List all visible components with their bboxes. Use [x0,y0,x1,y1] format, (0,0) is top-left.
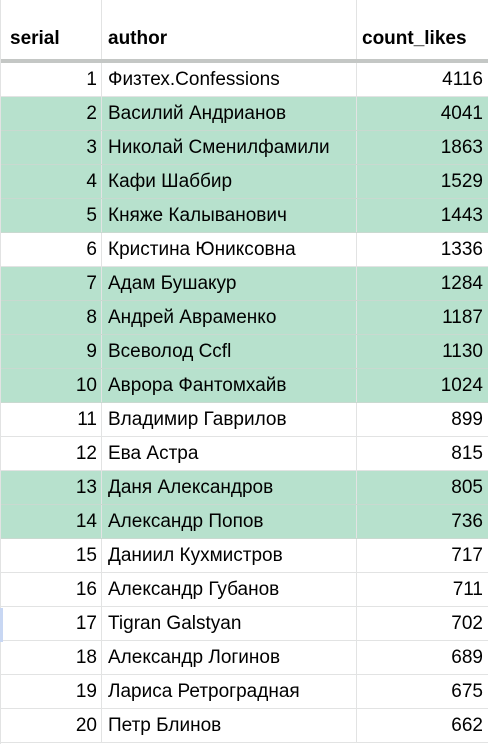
table-row: 6 Кристина Юниксовна 1336 [1,233,488,267]
cell-author[interactable]: Даниил Кухмистров [102,539,357,572]
cell-serial[interactable]: 1 [1,63,102,96]
cell-count-likes[interactable]: 899 [451,408,483,430]
table-row: 4 Кафи Шаббир 1529 [1,165,488,199]
cell-author[interactable]: Физтех.Confessions [102,63,357,96]
cell-author[interactable]: Александр Попов [102,505,357,538]
cell-author[interactable]: Княже Калыванович [102,199,357,232]
cell-count-likes[interactable]: 702 [451,612,483,634]
table-row: 10 Аврора Фантомхайв 1024 [1,369,488,403]
cell-serial[interactable]: 19 [1,675,102,708]
cell-author[interactable]: Александр Губанов [102,573,357,606]
cell-serial[interactable]: 6 [1,233,102,266]
cell-author[interactable]: Николай Сменилфамили [102,131,357,164]
cell-author[interactable]: Кристина Юниксовна [102,233,357,266]
table-row: 9 Всеволод Ccfl 1130 [1,335,488,369]
cell-count-likes[interactable]: 1863 [357,131,488,164]
table-row: 3 Николай Сменилфамили 1863 [1,131,488,165]
cell-serial[interactable]: 3 [1,131,102,164]
header-cell-count-likes[interactable]: count_likes [362,27,467,49]
cell-serial[interactable]: 2 [1,97,102,130]
cell-serial[interactable]: 7 [1,267,102,300]
table-row: 17 Tigran Galstyan 702 [1,607,488,641]
table-row: 18 Александр Логинов 689 [1,641,488,675]
table-body: 1 Физтех.Confessions 4116 2 Василий Андриано… [1,63,488,743]
header-cell-serial[interactable]: serial [1,0,102,59]
cell-serial[interactable]: 20 [1,709,102,742]
cell-author[interactable]: Ева Астра [102,437,357,470]
cell-count-likes[interactable]: 662 [451,714,483,736]
cell-serial[interactable]: 16 [1,573,102,606]
table-row: 2 Василий Андрианов 4041 [1,97,488,131]
cell-author[interactable]: Всеволод Ccfl [102,335,357,368]
table-row: 19 Лариса Ретроградная 675 [1,675,488,709]
cell-serial[interactable]: 12 [1,437,102,470]
table-row: 11 Владимир Гаврилов 899 [1,403,488,437]
cell-count-likes[interactable]: 717 [451,544,483,566]
cell-author[interactable]: Василий Андрианов [102,97,357,130]
cell-serial[interactable]: 11 [1,403,102,436]
cell-serial[interactable]: 17 [1,607,102,640]
cell-count-likes[interactable]: 815 [451,442,483,464]
cell-author[interactable]: Александр Логинов [102,641,357,674]
cell-count-likes[interactable]: 736 [357,505,488,538]
cell-count-likes[interactable]: 1284 [357,267,488,300]
cell-serial[interactable]: 13 [1,471,102,504]
header-row: serial author count_likes [1,0,488,63]
cell-serial[interactable]: 8 [1,301,102,334]
cell-author[interactable]: Петр Блинов [102,709,357,742]
cell-count-likes[interactable]: 689 [451,646,483,668]
table-row: 7 Адам Бушакур 1284 [1,267,488,301]
table-row: 12 Ева Астра 815 [1,437,488,471]
cell-count-likes[interactable]: 1443 [357,199,488,232]
cell-serial[interactable]: 5 [1,199,102,232]
table-row: 13 Даня Александров 805 [1,471,488,505]
header-cell-author[interactable]: author [102,0,357,59]
row-selection-marker [0,608,3,642]
table-row: 1 Физтех.Confessions 4116 [1,63,488,97]
cell-count-likes[interactable]: 1529 [357,165,488,198]
cell-serial[interactable]: 9 [1,335,102,368]
cell-serial[interactable]: 10 [1,369,102,402]
cell-serial[interactable]: 18 [1,641,102,674]
cell-count-likes[interactable]: 4041 [357,97,488,130]
cell-author[interactable]: Даня Александров [102,471,357,504]
cell-count-likes[interactable]: 1130 [357,335,488,368]
cell-author[interactable]: Владимир Гаврилов [102,403,357,436]
table-row: 8 Андрей Авраменко 1187 [1,301,488,335]
cell-author[interactable]: Tigran Galstyan [102,607,357,640]
cell-serial[interactable]: 4 [1,165,102,198]
table-row: 20 Петр Блинов 662 [1,709,488,743]
cell-count-likes[interactable]: 711 [452,578,483,600]
cell-count-likes[interactable]: 1024 [357,369,488,402]
table-row: 5 Княже Калыванович 1443 [1,199,488,233]
table-row: 15 Даниил Кухмистров 717 [1,539,488,573]
cell-serial[interactable]: 14 [1,505,102,538]
cell-count-likes[interactable]: 4116 [442,68,483,90]
cell-author[interactable]: Аврора Фантомхайв [102,369,357,402]
cell-author[interactable]: Лариса Ретроградная [102,675,357,708]
cell-serial[interactable]: 15 [1,539,102,572]
table-row: 16 Александр Губанов 711 [1,573,488,607]
cell-author[interactable]: Андрей Авраменко [102,301,357,334]
cell-count-likes[interactable]: 1187 [357,301,488,334]
table-row: 14 Александр Попов 736 [1,505,488,539]
cell-author[interactable]: Кафи Шаббир [102,165,357,198]
cell-count-likes[interactable]: 675 [451,680,483,702]
cell-count-likes[interactable]: 805 [357,471,488,504]
cell-author[interactable]: Адам Бушакур [102,267,357,300]
cell-count-likes[interactable]: 1336 [440,238,483,260]
